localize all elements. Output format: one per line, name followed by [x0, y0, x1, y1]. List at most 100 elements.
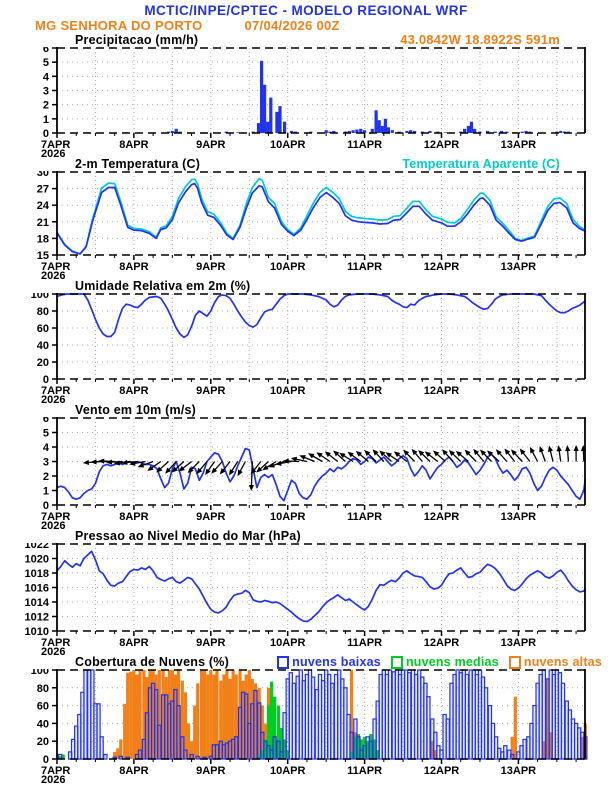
- svg-text:7APR: 7APR: [41, 765, 70, 777]
- svg-text:10APR: 10APR: [270, 139, 306, 151]
- svg-text:13APR: 13APR: [501, 637, 537, 649]
- svg-text:8APR: 8APR: [119, 385, 148, 397]
- svg-text:20: 20: [37, 357, 49, 369]
- svg-text:11APR: 11APR: [347, 139, 382, 151]
- svg-text:100: 100: [31, 669, 49, 677]
- svg-text:8APR: 8APR: [119, 637, 148, 649]
- svg-text:20: 20: [37, 736, 49, 748]
- svg-text:11APR: 11APR: [347, 637, 382, 649]
- run-info-row: MG SENHORA DO PORTO 07/04/2026 00Z: [0, 18, 612, 34]
- high-clouds-label: nuvens altas: [523, 655, 602, 669]
- svg-text:10APR: 10APR: [270, 261, 306, 273]
- panel-clouds: Cobertura de Nuvens (%) nuvens baixas nu…: [0, 655, 612, 784]
- svg-text:11APR: 11APR: [347, 385, 382, 397]
- svg-text:9APR: 9APR: [196, 511, 225, 523]
- svg-text:1014: 1014: [25, 597, 50, 609]
- svg-text:40: 40: [37, 340, 49, 352]
- svg-text:2026: 2026: [41, 520, 65, 530]
- model-title: MCTIC/INPE/CPTEC - MODELO REGIONAL WRF: [144, 3, 468, 18]
- svg-text:10APR: 10APR: [270, 765, 306, 777]
- svg-text:18: 18: [37, 233, 49, 245]
- svg-text:80: 80: [37, 683, 49, 695]
- svg-text:7APR: 7APR: [41, 385, 70, 397]
- svg-text:11APR: 11APR: [347, 765, 382, 777]
- svg-text:1016: 1016: [25, 583, 49, 595]
- high-clouds-swatch-icon: [508, 655, 521, 669]
- humidity-chart: 0 20 40 60 80 100 7APR 2026 8APR 9APR 10APR 11APR 12…: [0, 293, 612, 404]
- svg-text:13APR: 13APR: [501, 765, 537, 777]
- svg-text:12APR: 12APR: [424, 139, 460, 151]
- svg-text:0: 0: [43, 754, 49, 766]
- panel-humidity: Umidade Relativa em 2m (%) 0 20 40 60 80 100 7…: [0, 279, 612, 404]
- svg-text:12APR: 12APR: [424, 511, 460, 523]
- clouds-chart: 0 20 40 60 80 100 7APR 2026 8APR 9APR 10APR 11APR 12…: [0, 669, 612, 784]
- svg-text:12APR: 12APR: [424, 765, 460, 777]
- svg-text:100: 100: [31, 293, 49, 301]
- svg-text:2026: 2026: [41, 148, 65, 158]
- svg-text:1022: 1022: [25, 543, 49, 551]
- svg-text:8APR: 8APR: [119, 511, 148, 523]
- svg-text:1010: 1010: [25, 626, 49, 638]
- mid-clouds-label: nuvens medias: [405, 655, 499, 669]
- svg-text:0: 0: [43, 128, 49, 140]
- panel-pressure: Pressao ao Nivel Medio do Mar (hPa) 1010…: [0, 529, 612, 656]
- svg-text:2026: 2026: [41, 270, 65, 280]
- humidity-title: Umidade Relativa em 2m (%): [75, 279, 251, 293]
- svg-text:10APR: 10APR: [270, 385, 306, 397]
- svg-text:12APR: 12APR: [424, 385, 460, 397]
- svg-text:2: 2: [43, 100, 49, 112]
- svg-text:12APR: 12APR: [424, 261, 460, 273]
- svg-text:9APR: 9APR: [196, 765, 225, 777]
- svg-text:60: 60: [37, 323, 49, 335]
- low-clouds-swatch-icon: [277, 655, 290, 669]
- svg-text:6: 6: [43, 417, 49, 425]
- svg-text:4: 4: [43, 442, 50, 454]
- svg-text:13APR: 13APR: [501, 511, 537, 523]
- svg-text:24: 24: [37, 200, 50, 212]
- apparent-temperature-title: Temperatura Aparente (C): [402, 157, 560, 171]
- svg-text:6: 6: [43, 47, 49, 55]
- precipitation-chart: 0 1 2 3 4 5 6 7APR 2026 8APR 9APR 10APR 11APR 12APR 13…: [0, 47, 612, 158]
- svg-text:10APR: 10APR: [270, 637, 306, 649]
- clouds-title: Cobertura de Nuvens (%): [75, 655, 229, 669]
- svg-text:2: 2: [43, 471, 49, 483]
- station-name: MG SENHORA DO PORTO: [35, 18, 203, 33]
- svg-text:7APR: 7APR: [41, 511, 70, 523]
- svg-text:27: 27: [37, 184, 49, 196]
- svg-text:3: 3: [43, 86, 49, 98]
- svg-text:2026: 2026: [41, 646, 65, 656]
- svg-text:2026: 2026: [41, 774, 65, 784]
- run-datetime: 07/04/2026 00Z: [244, 18, 340, 33]
- svg-text:3: 3: [43, 457, 49, 469]
- svg-text:7APR: 7APR: [41, 261, 70, 273]
- mid-clouds-swatch-icon: [390, 655, 403, 669]
- wind-chart: 0 1 2 3 4 5 6 7APR 2026 8APR 9APR 10APR 11APR 12APR 13…: [0, 417, 612, 530]
- legend-item-mid-clouds: nuvens medias: [390, 655, 499, 669]
- svg-text:9APR: 9APR: [196, 139, 225, 151]
- station-coordinates: 43.0842W 18.8922S 591m: [400, 32, 560, 47]
- wind-title: Vento em 10m (m/s): [75, 403, 197, 417]
- precipitation-title: Precipitacao (mm/h): [75, 33, 199, 47]
- svg-text:13APR: 13APR: [501, 139, 537, 151]
- svg-text:7APR: 7APR: [41, 637, 70, 649]
- svg-text:1: 1: [43, 486, 49, 498]
- svg-text:5: 5: [43, 428, 49, 440]
- svg-text:9APR: 9APR: [196, 261, 225, 273]
- legend-item-high-clouds: nuvens altas: [508, 655, 602, 669]
- svg-text:11APR: 11APR: [347, 261, 382, 273]
- svg-text:13APR: 13APR: [501, 385, 537, 397]
- svg-text:5: 5: [43, 57, 49, 69]
- svg-text:1: 1: [43, 114, 49, 126]
- svg-text:40: 40: [37, 718, 49, 730]
- svg-text:80: 80: [37, 306, 49, 318]
- low-clouds-label: nuvens baixas: [292, 655, 381, 669]
- svg-text:13APR: 13APR: [501, 261, 537, 273]
- pressure-title: Pressao ao Nivel Medio do Mar (hPa): [75, 529, 301, 543]
- svg-text:9APR: 9APR: [196, 637, 225, 649]
- svg-text:30: 30: [37, 171, 49, 179]
